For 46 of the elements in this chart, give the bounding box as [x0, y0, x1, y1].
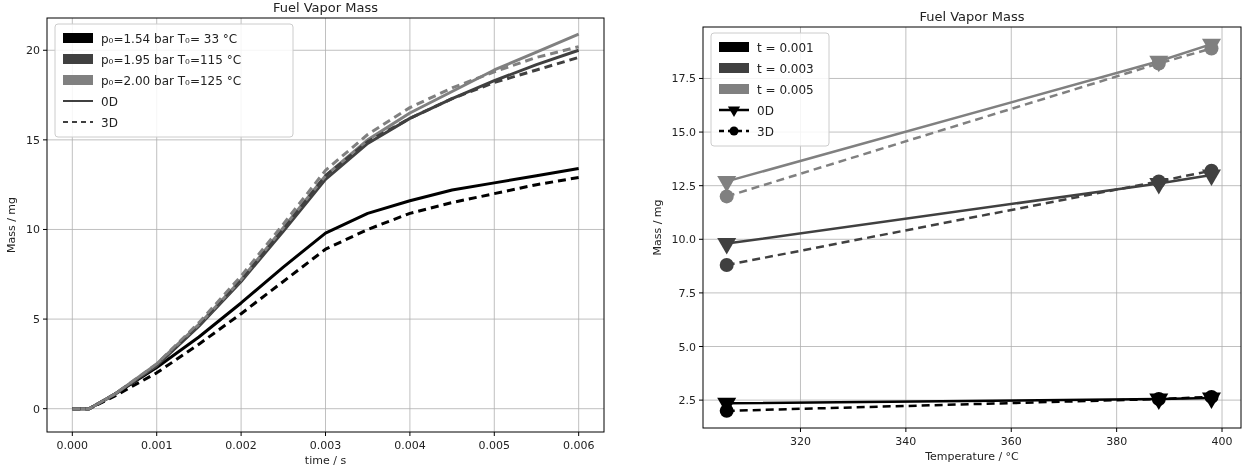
y-tick-label: 0	[33, 402, 40, 416]
y-tick-label: 5	[33, 313, 40, 327]
x-tick-label: 0.001	[140, 439, 173, 452]
x-tick-label: 0.006	[562, 439, 595, 452]
y-tick-label: 2.5	[678, 394, 696, 408]
point	[719, 189, 734, 204]
y-axis-title: Mass / mg	[651, 199, 664, 256]
y-tick-label: 7.5	[678, 286, 696, 300]
y-tick-label: 15.0	[671, 126, 696, 140]
x-tick-label: 0.005	[478, 439, 511, 452]
legend-label: 3D	[757, 125, 774, 139]
legend-label: 3D	[101, 116, 118, 130]
x-tick-label: 0.003	[309, 439, 342, 452]
x-axis-title: Temperature / °C	[924, 450, 1020, 463]
x-tick-label: 0.000	[56, 439, 89, 452]
y-tick-label: 5.0	[678, 340, 696, 354]
x-tick-label: 0.002	[225, 439, 257, 452]
legend-label: t = 0.001	[757, 41, 814, 55]
chart-title: Fuel Vapor Mass	[272, 0, 379, 15]
y-tick-label: 10.0	[671, 233, 696, 247]
legend-label: p₀=1.95 bar T₀=115 °C	[101, 53, 242, 67]
legend-label: 0D	[101, 95, 118, 109]
x-tick-label: 340	[895, 435, 917, 448]
legend-label: p₀=1.54 bar T₀= 33 °C	[101, 32, 238, 46]
y-tick-label: 17.5	[671, 72, 696, 86]
x-tick-label: 400	[1211, 435, 1233, 448]
y-tick-label: 12.5	[671, 179, 696, 193]
legend-label: t = 0.005	[757, 83, 814, 97]
legend-label: t = 0.003	[757, 62, 814, 76]
x-tick-label: 0.004	[394, 439, 426, 452]
y-tick-label: 15	[26, 133, 40, 147]
legend-label: 0D	[757, 104, 774, 118]
x-axis-title: time / s	[304, 454, 347, 467]
y-tick-label: 10	[26, 223, 40, 237]
chart-title: Fuel Vapor Mass	[919, 9, 1025, 24]
x-tick-label: 380	[1106, 435, 1128, 448]
y-tick-label: 20	[26, 44, 40, 58]
y-axis-title: Mass / mg	[5, 196, 18, 254]
point	[717, 175, 737, 193]
point	[719, 258, 734, 273]
point	[1204, 389, 1219, 404]
x-tick-label: 360	[1000, 435, 1022, 448]
point	[719, 403, 734, 418]
point	[717, 238, 737, 255]
legend-label: p₀=2.00 bar T₀=125 °C	[101, 74, 242, 88]
x-tick-label: 320	[789, 435, 811, 448]
